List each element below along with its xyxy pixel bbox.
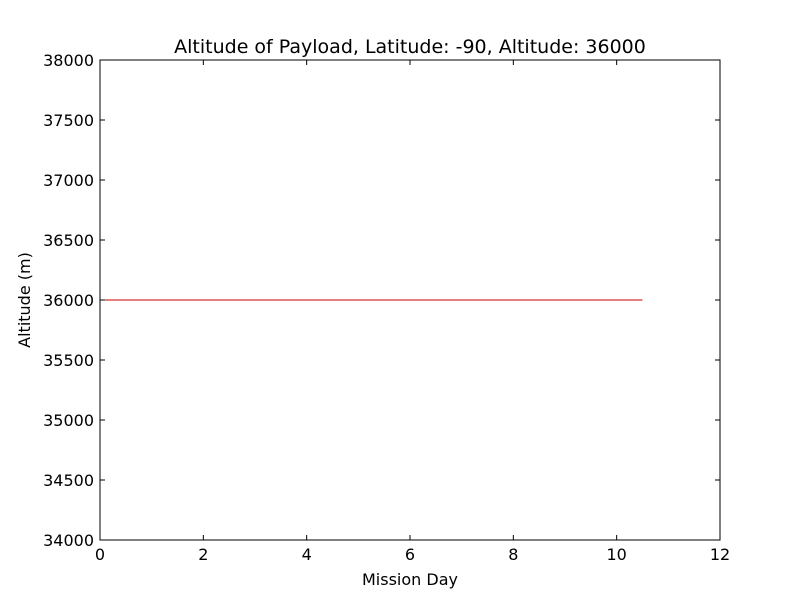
y-tick-label: 35000	[43, 411, 94, 430]
y-tick-label: 34000	[43, 531, 94, 550]
y-tick-label: 36500	[43, 231, 94, 250]
x-tick-label: 2	[198, 545, 208, 564]
x-tick-label: 0	[95, 545, 105, 564]
y-axis-label: Altitude (m)	[15, 252, 34, 348]
plot-area: 0 2 4 6 8 10 12 34000 34500 35000 35500 36000 36500 3…	[43, 51, 730, 564]
y-tick-label: 34500	[43, 471, 94, 490]
x-tick-label: 12	[710, 545, 730, 564]
x-tick-label: 8	[508, 545, 518, 564]
y-tick-label: 35500	[43, 351, 94, 370]
y-tick-label: 38000	[43, 51, 94, 70]
y-tick-label: 37500	[43, 111, 94, 130]
x-axis-label: Mission Day	[362, 570, 458, 589]
x-tick-label: 6	[405, 545, 415, 564]
x-tick-label: 4	[302, 545, 312, 564]
y-tick-label: 37000	[43, 171, 94, 190]
x-tick-label: 10	[606, 545, 626, 564]
y-tick-label: 36000	[43, 291, 94, 310]
chart-title: Altitude of Payload, Latitude: -90, Alti…	[174, 36, 646, 58]
